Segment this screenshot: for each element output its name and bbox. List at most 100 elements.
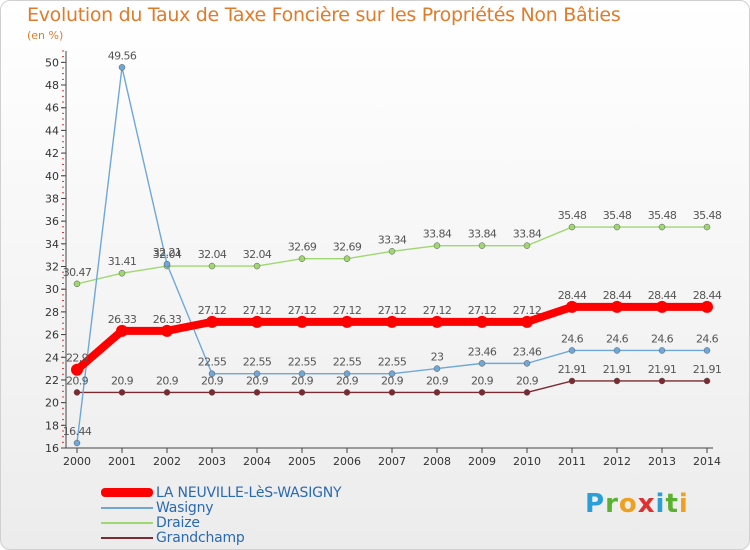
data-label: 20.9 (516, 374, 539, 387)
data-point (388, 248, 396, 255)
data-point (206, 315, 218, 328)
data-point (433, 365, 441, 372)
data-label: 32.04 (243, 248, 272, 261)
data-point (476, 315, 488, 328)
x-tick-label: 2014 (693, 455, 721, 468)
data-point (568, 223, 576, 231)
chart-title: Evolution du Taux de Taxe Foncière sur l… (27, 4, 621, 26)
x-tick-label: 2005 (288, 455, 316, 468)
data-point (433, 242, 441, 249)
y-tick-label: 20 (45, 397, 59, 410)
data-point (611, 300, 623, 313)
data-label: 22.55 (198, 356, 227, 369)
data-point (73, 280, 81, 288)
data-point (118, 64, 126, 71)
data-point (703, 347, 711, 354)
legend-swatch (101, 536, 153, 539)
data-label: 27.12 (288, 304, 317, 317)
data-point (298, 255, 306, 262)
data-label: 23.46 (468, 345, 497, 358)
data-point (253, 262, 261, 270)
data-label: 23.46 (513, 345, 542, 358)
data-point (568, 377, 576, 385)
x-tick-label: 2010 (513, 455, 541, 468)
data-point (161, 324, 173, 337)
data-label: 35.48 (558, 209, 587, 222)
legend-swatch (101, 506, 153, 509)
y-tick-label: 32 (45, 261, 59, 274)
data-label: 32.04 (153, 248, 182, 261)
data-label: 33.84 (513, 228, 542, 241)
data-label: 20.9 (66, 374, 89, 387)
data-label: 35.48 (648, 209, 677, 222)
data-label: 33.34 (378, 233, 407, 246)
data-label: 20.9 (381, 374, 404, 387)
data-label: 27.12 (333, 304, 362, 317)
data-label: 23 (431, 351, 444, 364)
data-point (566, 300, 578, 313)
x-tick-label: 2002 (153, 455, 181, 468)
data-label: 21.91 (603, 363, 632, 376)
data-label: 28.44 (558, 289, 587, 302)
data-point (568, 347, 576, 354)
y-tick-label: 18 (45, 419, 59, 432)
data-point (163, 260, 171, 268)
legend-label: LA NEUVILLE-LèS-WASIGNY (156, 484, 342, 501)
data-point (658, 377, 666, 385)
x-tick-label: 2008 (423, 455, 451, 468)
data-label: 22.9 (66, 352, 89, 365)
data-label: 20.9 (156, 374, 179, 387)
legend-swatch (101, 488, 153, 497)
data-point (388, 370, 396, 377)
data-label: 20.9 (336, 374, 359, 387)
chart-legend: LA NEUVILLE-LèS-WASIGNY Wasigny Draize Gran… (101, 484, 342, 546)
x-tick-label: 2001 (108, 455, 136, 468)
data-label: 27.12 (468, 304, 497, 317)
data-label: 20.9 (426, 374, 449, 387)
data-point (703, 223, 711, 231)
y-tick-label: 44 (45, 124, 59, 137)
data-label: 26.33 (153, 313, 182, 326)
data-point (116, 324, 128, 337)
y-tick-label: 30 (45, 283, 59, 296)
x-tick-label: 2004 (243, 455, 271, 468)
data-point (208, 262, 216, 270)
data-label: 33.84 (468, 228, 497, 241)
data-point (343, 389, 351, 396)
data-point (658, 347, 666, 354)
data-label: 20.9 (246, 374, 269, 387)
data-label: 21.91 (558, 363, 587, 376)
data-point (253, 389, 261, 396)
logo-letter: o (618, 489, 638, 519)
data-label: 27.12 (243, 304, 272, 317)
legend-item: LA NEUVILLE-LèS-WASIGNY (101, 484, 342, 501)
y-tick-label: 50 (45, 56, 59, 69)
logo-letter: x (637, 489, 656, 519)
x-tick-label: 2000 (63, 455, 91, 468)
data-point (118, 389, 126, 396)
data-point (703, 377, 711, 385)
data-label: 28.44 (693, 289, 722, 302)
data-point (521, 315, 533, 328)
y-tick-label: 34 (45, 238, 59, 251)
data-point (341, 315, 353, 328)
data-point (163, 389, 171, 396)
y-tick-label: 28 (45, 306, 59, 319)
data-label: 27.12 (513, 304, 542, 317)
legend-item: Draize (101, 515, 341, 531)
data-label: 21.91 (648, 363, 677, 376)
data-label: 24.6 (696, 332, 719, 345)
data-point (658, 223, 666, 231)
data-point (298, 370, 306, 377)
data-point (523, 360, 531, 367)
data-point (71, 363, 83, 376)
data-point (208, 370, 216, 377)
y-tick-label: 46 (45, 102, 59, 115)
y-tick-label: 42 (45, 147, 59, 160)
data-label: 30.47 (63, 266, 92, 279)
data-point (701, 300, 713, 313)
data-point (251, 315, 263, 328)
data-label: 20.9 (201, 374, 224, 387)
data-point (253, 370, 261, 377)
